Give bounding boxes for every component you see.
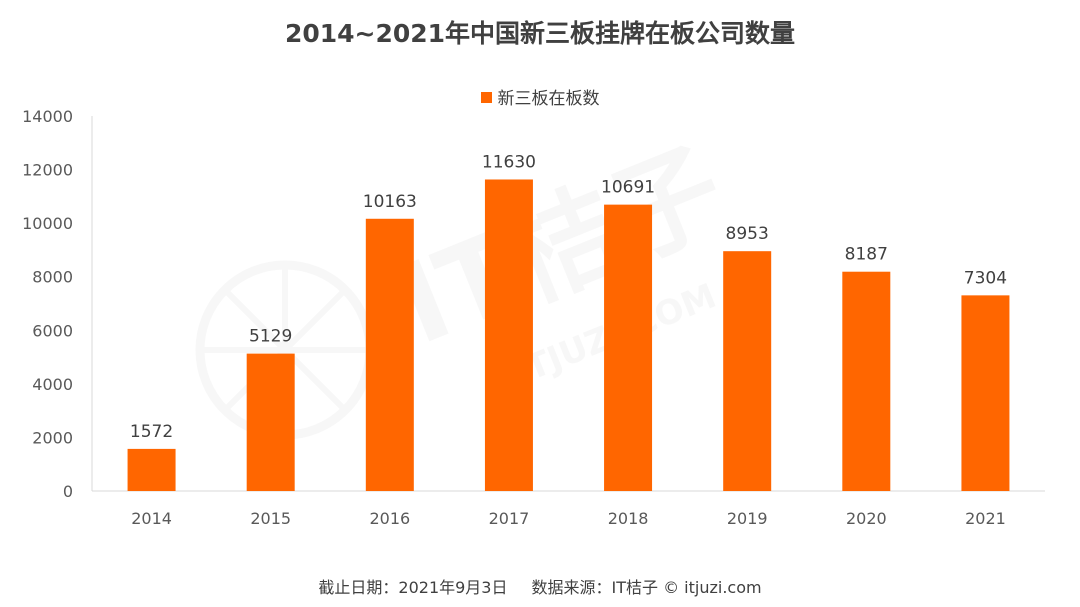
y-tick-label: 12000 xyxy=(22,161,73,180)
bar-value-label: 1572 xyxy=(130,422,173,442)
bar xyxy=(723,251,772,491)
x-tick-label: 2018 xyxy=(608,509,649,528)
y-tick-label: 10000 xyxy=(22,214,73,233)
x-tick-label: 2017 xyxy=(489,509,530,528)
bar xyxy=(604,204,653,492)
y-tick-label: 14000 xyxy=(22,107,73,126)
y-tick-label: 8000 xyxy=(32,268,73,287)
bar-value-label: 8187 xyxy=(845,245,888,265)
watermark-brand: IT桔子 xyxy=(382,125,741,370)
chart-title: 2014~2021年中国新三板挂牌在板公司数量 xyxy=(284,19,796,48)
bar-value-label: 11630 xyxy=(482,152,536,172)
bar xyxy=(127,448,176,491)
x-tick-label: 2020 xyxy=(846,509,887,528)
bar-value-label: 5129 xyxy=(249,327,292,347)
bar xyxy=(842,271,891,491)
y-tick-label: 4000 xyxy=(32,375,73,394)
x-tick-label: 2021 xyxy=(965,509,1006,528)
bar-value-label: 8953 xyxy=(726,224,769,244)
y-tick-label: 2000 xyxy=(32,428,73,447)
x-tick-label: 2015 xyxy=(250,509,291,528)
x-tick-label: 2016 xyxy=(369,509,410,528)
bar xyxy=(484,179,533,491)
bar-value-label: 7304 xyxy=(964,268,1007,288)
y-tick-label: 0 xyxy=(63,482,73,501)
footer: 截止日期：2021年9月3日 数据来源：IT桔子 © itjuzi.com xyxy=(0,574,1080,598)
legend: 新三板在板数 xyxy=(0,84,1080,109)
bar xyxy=(961,295,1010,491)
footer-source: 数据来源：IT桔子 © itjuzi.com xyxy=(531,578,762,597)
bar xyxy=(365,218,414,491)
x-tick-label: 2019 xyxy=(727,509,768,528)
bar-value-label: 10691 xyxy=(601,178,655,198)
bar-value-label: 10163 xyxy=(363,192,417,212)
x-tick-label: 2014 xyxy=(131,509,172,528)
legend-swatch xyxy=(480,92,492,103)
footer-date: 截止日期：2021年9月3日 xyxy=(318,578,508,597)
legend-label: 新三板在板数 xyxy=(497,89,600,109)
y-tick-label: 6000 xyxy=(32,321,73,340)
bar xyxy=(246,353,295,491)
